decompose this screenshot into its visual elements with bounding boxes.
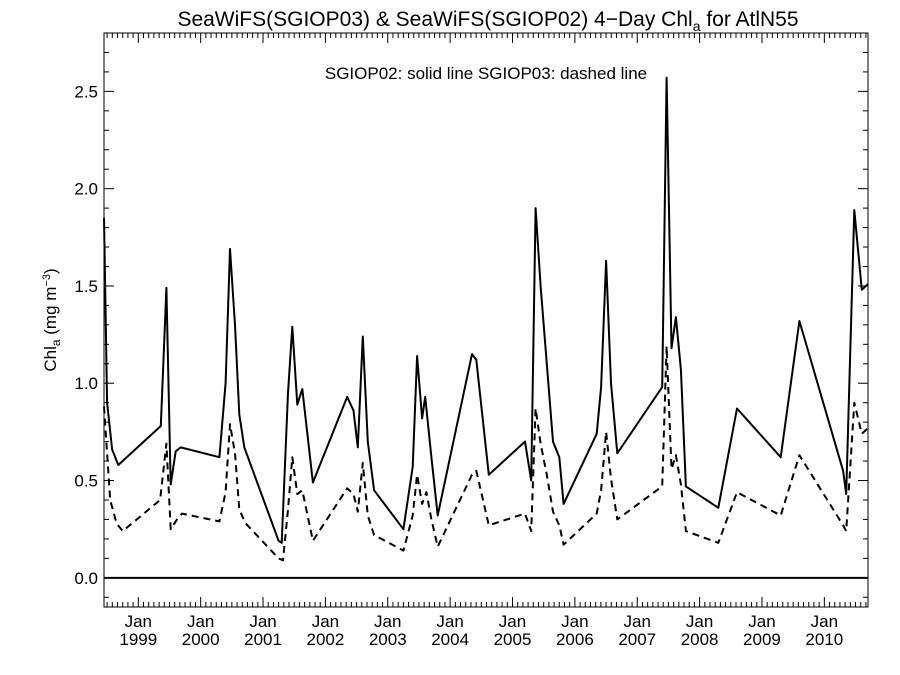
chart-title-main: SeaWiFS(SGIOP03) & SeaWiFS(SGIOP02) 4−Da… <box>177 8 692 31</box>
x-tick-month-label: Jan <box>811 612 838 631</box>
x-tick-year-label: 2003 <box>369 630 407 649</box>
y-tick-label: 1.0 <box>74 374 98 393</box>
x-tick-month-label: Jan <box>312 612 339 631</box>
y-tick-label: 1.5 <box>74 277 98 296</box>
series-line-sgiop03 <box>103 345 869 562</box>
y-tick-label: 2.0 <box>74 180 98 199</box>
x-tick-month-label: Jan <box>125 612 152 631</box>
chart-title-tail: for AtlN55 <box>700 8 798 31</box>
x-tick-year-label: 2008 <box>681 630 719 649</box>
y-tick-label: 0.5 <box>74 472 98 491</box>
x-tick-year-label: 2000 <box>182 630 220 649</box>
x-tick-month-label: Jan <box>374 612 401 631</box>
x-tick-year-label: 2005 <box>494 630 532 649</box>
chart-title: SeaWiFS(SGIOP03) & SeaWiFS(SGIOP02) 4−Da… <box>177 8 798 34</box>
y-tick-label: 2.5 <box>74 82 98 101</box>
legend-annotation: SGIOP02: solid line SGIOP03: dashed line <box>325 64 647 83</box>
x-tick-month-label: Jan <box>561 612 588 631</box>
x-tick-year-label: 2006 <box>556 630 594 649</box>
x-tick-year-label: 2001 <box>244 630 282 649</box>
plot-frame <box>103 32 869 608</box>
x-tick-month-label: Jan <box>686 612 713 631</box>
x-tick-year-label: 2002 <box>306 630 344 649</box>
series-line-sgiop02 <box>103 76 869 544</box>
chart-title-subscript: a <box>693 18 701 34</box>
x-tick-month-label: Jan <box>249 612 276 631</box>
x-tick-year-label: 2009 <box>743 630 781 649</box>
y-axis-label-close: ) <box>41 268 60 274</box>
y-axis-label-superscript: −3 <box>41 274 53 287</box>
x-tick-month-label: Jan <box>499 612 526 631</box>
series-lines <box>103 76 869 562</box>
y-axis-label-unit: (mg m <box>41 287 60 340</box>
x-tick-year-label: 2004 <box>431 630 469 649</box>
y-axis-label-main: Chl <box>41 346 60 372</box>
x-tick-month-label: Jan <box>436 612 463 631</box>
y-axis-label: Chla (mg m−3) <box>41 268 63 371</box>
y-tick-label: 0.0 <box>74 569 98 588</box>
x-tick-year-label: 1999 <box>119 630 157 649</box>
x-tick-year-label: 2007 <box>618 630 656 649</box>
x-tick-year-label: 2010 <box>805 630 843 649</box>
axes-ticks: 0.00.51.01.52.02.5Jan1999Jan2000Jan2001J… <box>74 32 868 649</box>
y-axis-label-subscript: a <box>49 339 63 346</box>
x-tick-month-label: Jan <box>624 612 651 631</box>
x-tick-month-label: Jan <box>187 612 214 631</box>
x-tick-month-label: Jan <box>748 612 775 631</box>
